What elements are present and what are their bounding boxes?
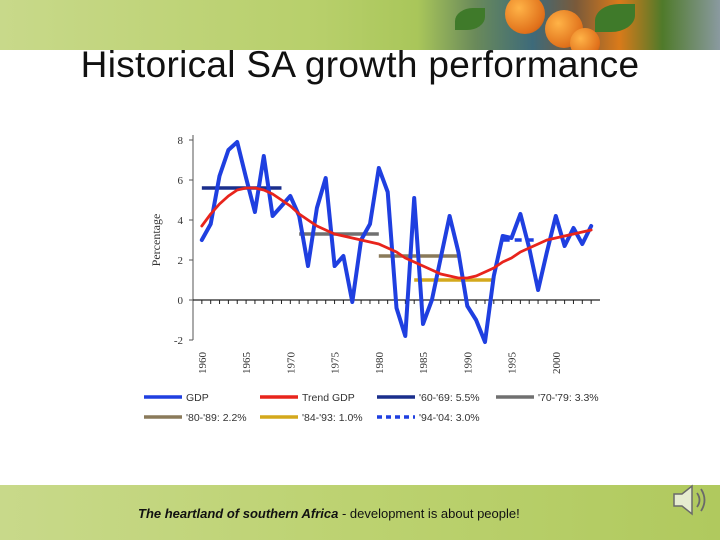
x-tick-label: 1985	[418, 352, 430, 375]
chart-legend: GDP Trend GDP '60-'69: 5.5% '70-'79: 3.3% '8…	[144, 392, 599, 424]
x-tick-label: 1990	[462, 352, 474, 375]
chart-axes: -2 0 2 4 6 8 1960 1965 1970 1975 1980 1985 1990 1995 2…	[149, 135, 600, 374]
legend-label: Trend GDP	[302, 392, 355, 404]
footer-emphasis: The heartland of southern Africa	[138, 506, 339, 521]
y-tick-label: 2	[178, 255, 184, 267]
speaker-icon[interactable]	[668, 478, 712, 522]
top-banner	[0, 0, 720, 50]
legend-label: '94-'04: 3.0%	[419, 412, 480, 424]
footer-tagline: The heartland of southern Africa - devel…	[138, 506, 520, 521]
y-tick-label: 6	[178, 175, 184, 187]
x-tick-label: 1995	[507, 352, 519, 375]
page-title: Historical SA growth performance	[80, 44, 640, 85]
x-tick-label: 2000	[551, 352, 563, 375]
footer-band	[0, 485, 720, 540]
legend-label: '60-'69: 5.5%	[419, 392, 480, 404]
leaf-shape	[455, 8, 485, 30]
orange-fruit	[570, 28, 600, 50]
x-tick-label: 1965	[241, 352, 253, 375]
orange-fruit	[505, 0, 545, 34]
series-line-gdp	[199, 140, 594, 344]
x-tick-label: 1960	[197, 352, 209, 375]
legend-label: GDP	[186, 392, 209, 404]
y-tick-label: 0	[178, 295, 184, 307]
y-tick-label: -2	[174, 335, 183, 347]
legend-label: '70-'79: 3.3%	[538, 392, 599, 404]
x-tick-label: 1980	[374, 352, 386, 375]
x-tick-label: 1970	[285, 352, 297, 375]
footer-rest: - development is about people!	[338, 506, 520, 521]
y-tick-label: 8	[178, 135, 184, 147]
series-line-trend	[200, 186, 593, 280]
legend-label: '84-'93: 1.0%	[302, 412, 363, 424]
legend-label: '80-'89: 2.2%	[186, 412, 247, 424]
y-axis-label: Percentage	[149, 214, 163, 267]
y-tick-label: 4	[178, 215, 184, 227]
series-lines	[199, 140, 594, 344]
banner-photo	[395, 0, 720, 50]
x-tick-label: 1975	[330, 352, 342, 375]
